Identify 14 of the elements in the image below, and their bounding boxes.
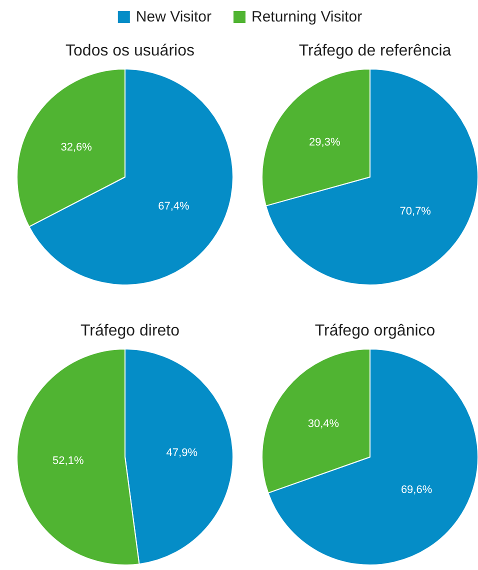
chart-title: Tráfego orgânico (314, 322, 436, 340)
data-label: 70,7% (400, 206, 432, 218)
data-label: 47,9% (166, 447, 198, 460)
data-label: 52,1% (52, 454, 84, 467)
legend-label: Returning Visitor (251, 8, 362, 26)
text: Todos os usuários (66, 42, 194, 60)
legend-label: New Visitor (136, 8, 212, 26)
data-label: 29,3% (309, 136, 340, 148)
data-label: 67,4% (158, 200, 190, 213)
data-label: 69,6% (400, 484, 432, 496)
data-label: 30,4% (308, 418, 340, 430)
data-label: 32,6% (60, 141, 92, 154)
chart-title: Tráfego direto (80, 322, 180, 340)
chart-title: Tráfego de referência (298, 42, 452, 60)
